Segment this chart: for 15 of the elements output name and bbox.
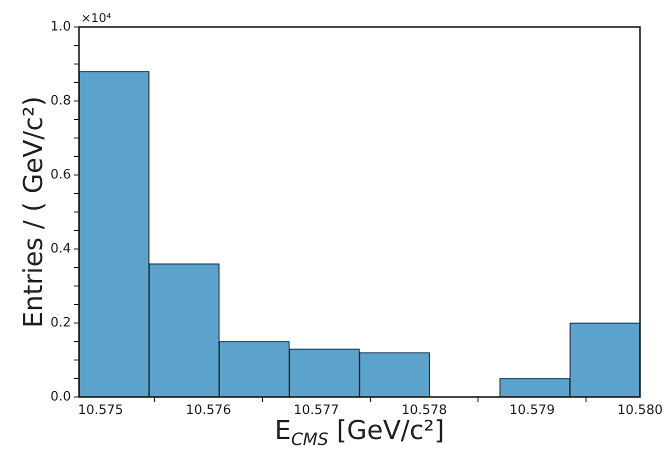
x-tick-label: 10.578 xyxy=(401,403,447,418)
y-tick-label: 1.0 xyxy=(50,19,71,34)
text: ×10⁴ xyxy=(81,11,112,26)
x-tick-label: 10.577 xyxy=(294,403,340,418)
y-axis-title: Entries / ( GeV/c²) xyxy=(19,96,49,328)
x-tick-label: 10.576 xyxy=(186,403,232,418)
y-tick-label: 0.0 xyxy=(50,389,71,404)
y-tick-label: 0.4 xyxy=(50,241,71,256)
y-tick-label: 0.8 xyxy=(50,93,71,108)
y-tick-label: 0.2 xyxy=(50,315,71,330)
x-tick-label: 10.575 xyxy=(78,403,124,418)
x-tick-label: 10.580 xyxy=(617,403,663,418)
y-tick-label: 0.6 xyxy=(50,167,71,182)
x-tick-label: 10.579 xyxy=(509,403,555,418)
x-axis-title: E$_{CMS}$ [GeV/c²] xyxy=(274,416,446,450)
